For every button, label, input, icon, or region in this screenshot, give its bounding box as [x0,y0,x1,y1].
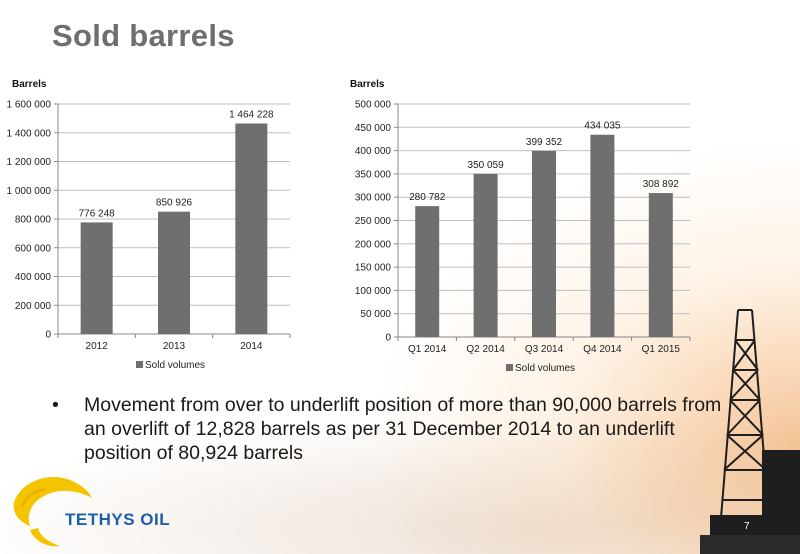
y-tick-label: 250 000 [355,216,392,227]
bar [473,173,498,337]
y-tick-label: 600 000 [15,243,52,254]
bar [415,206,440,337]
x-tick-label: Q1 2014 [408,344,447,355]
page-number: 7 [744,521,750,532]
x-tick-label: 2014 [240,341,263,352]
y-tick-label: 1 200 000 [7,157,52,168]
data-label: 776 248 [79,208,116,219]
bar [158,211,190,334]
x-tick-label: 2013 [163,341,186,352]
y-tick-label: 0 [385,333,391,344]
y-tick-label: 350 000 [355,169,392,180]
logo-text: TETHYS OIL [65,510,171,529]
data-label: 350 059 [468,160,505,171]
legend-swatch [506,364,513,371]
slide-title: Sold barrels [52,18,235,53]
bar [235,123,268,334]
legend-label: Sold volumes [145,360,205,371]
bar [532,150,556,337]
bar [590,134,615,337]
y-tick-label: 1 600 000 [7,100,52,111]
data-label: 399 352 [526,137,563,148]
y-tick-label: 1 400 000 [7,128,52,139]
tethys-oil-logo [13,476,93,547]
data-label: 1 464 228 [229,110,274,121]
y-tick-label: 400 000 [355,146,392,157]
y-axis-title: Barrels [350,79,385,90]
data-label: 308 892 [643,179,680,190]
drilling-rig-image [700,309,800,554]
data-label: 850 926 [156,198,193,209]
y-tick-label: 450 000 [355,123,392,134]
y-axis-title: Barrels [12,79,47,90]
y-tick-label: 0 [45,330,51,341]
y-tick-label: 150 000 [355,263,392,274]
y-tick-label: 300 000 [355,193,392,204]
y-tick-label: 1 000 000 [7,186,52,197]
y-tick-label: 50 000 [360,309,391,320]
x-tick-label: Q1 2015 [642,344,681,355]
bar [648,193,673,337]
bullet-text: Movement from over to underlift position… [84,394,722,464]
legend-label: Sold volumes [515,363,575,374]
bar [80,222,113,334]
y-tick-label: 200 000 [15,301,52,312]
x-tick-label: Q4 2014 [583,344,622,355]
y-tick-label: 800 000 [15,215,52,226]
legend-swatch [136,361,143,368]
y-tick-label: 400 000 [15,272,52,283]
y-tick-label: 100 000 [355,286,392,297]
x-tick-label: Q3 2014 [525,344,564,355]
data-label: 434 035 [584,121,621,132]
x-tick-label: 2012 [86,341,109,352]
y-tick-label: 200 000 [355,239,392,250]
bullet-marker: • [52,394,59,416]
data-label: 280 782 [409,192,446,203]
y-tick-label: 500 000 [355,100,392,111]
x-tick-label: Q2 2014 [466,344,505,355]
